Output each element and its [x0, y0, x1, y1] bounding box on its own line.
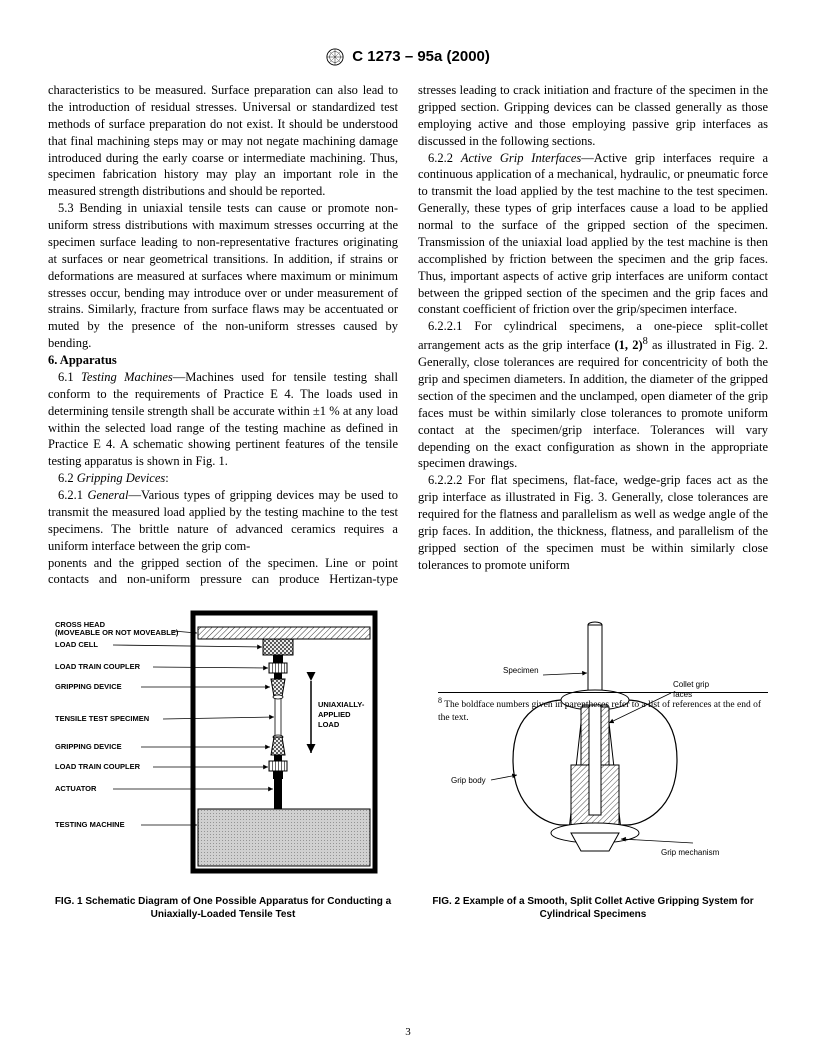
- svg-text:GRIPPING DEVICE: GRIPPING DEVICE: [55, 682, 122, 691]
- body-columns: characteristics to be measured. Surface …: [48, 82, 768, 588]
- astm-logo-icon: [326, 48, 344, 66]
- fig1-diagram: CROSS HEAD (MOVEABLE OR NOT MOVEABLE) LO…: [53, 605, 393, 885]
- fig2-caption: FIG. 2 Example of a Smooth, Split Collet…: [418, 896, 768, 921]
- svg-text:LOAD: LOAD: [318, 720, 340, 729]
- figure-2: Specimen Collet grip faces Grip body Gri…: [418, 600, 768, 921]
- figures-row: CROSS HEAD (MOVEABLE OR NOT MOVEABLE) LO…: [48, 600, 768, 921]
- svg-text:LOAD TRAIN COUPLER: LOAD TRAIN COUPLER: [55, 662, 141, 671]
- para-6-1: 6.1 Testing Machines—Machines used for t…: [48, 369, 398, 470]
- svg-text:APPLIED: APPLIED: [318, 710, 351, 719]
- svg-text:Specimen: Specimen: [503, 666, 539, 675]
- document-header: C 1273 – 95a (2000): [48, 48, 768, 66]
- para-6-2-1: 6.2.1 General—Various types of gripping …: [48, 487, 398, 555]
- svg-text:LOAD CELL: LOAD CELL: [55, 640, 98, 649]
- para-6-2-2-2: 6.2.2.2 For flat specimens, flat-face, w…: [418, 472, 768, 573]
- fig1-caption: FIG. 1 Schematic Diagram of One Possible…: [48, 896, 398, 921]
- fig2-diagram: Specimen Collet grip faces Grip body Gri…: [443, 615, 743, 875]
- doc-id: C 1273 – 95a (2000): [352, 48, 490, 65]
- figure-1: CROSS HEAD (MOVEABLE OR NOT MOVEABLE) LO…: [48, 600, 398, 921]
- svg-text:GRIPPING DEVICE: GRIPPING DEVICE: [55, 742, 122, 751]
- section-6-head: 6. Apparatus: [48, 352, 398, 369]
- svg-text:LOAD TRAIN COUPLER: LOAD TRAIN COUPLER: [55, 762, 141, 771]
- svg-text:TENSILE TEST SPECIMEN: TENSILE TEST SPECIMEN: [55, 714, 149, 723]
- svg-text:Collet grip: Collet grip: [673, 680, 710, 689]
- para-6-2: 6.2 Gripping Devices:: [48, 470, 398, 487]
- svg-text:Grip body: Grip body: [451, 776, 486, 785]
- para-5-2-cont: characteristics to be measured. Surface …: [48, 82, 398, 200]
- footnote-8: 8 The boldface numbers given in parenthe…: [438, 692, 768, 724]
- svg-text:UNIAXIALLY-: UNIAXIALLY-: [318, 700, 365, 709]
- para-6-2-2: 6.2.2 Active Grip Interfaces—Active grip…: [418, 150, 768, 319]
- svg-text:ACTUATOR: ACTUATOR: [55, 784, 97, 793]
- svg-text:(MOVEABLE OR NOT MOVEABLE): (MOVEABLE OR NOT MOVEABLE): [55, 628, 179, 637]
- svg-text:Grip mechanism: Grip mechanism: [661, 848, 720, 857]
- page-number: 3: [0, 1026, 816, 1038]
- svg-text:TESTING MACHINE: TESTING MACHINE: [55, 820, 125, 829]
- para-6-2-2-1: 6.2.2.1 For cylindrical specimens, a one…: [418, 318, 768, 472]
- para-5-3: 5.3 Bending in uniaxial tensile tests ca…: [48, 200, 398, 352]
